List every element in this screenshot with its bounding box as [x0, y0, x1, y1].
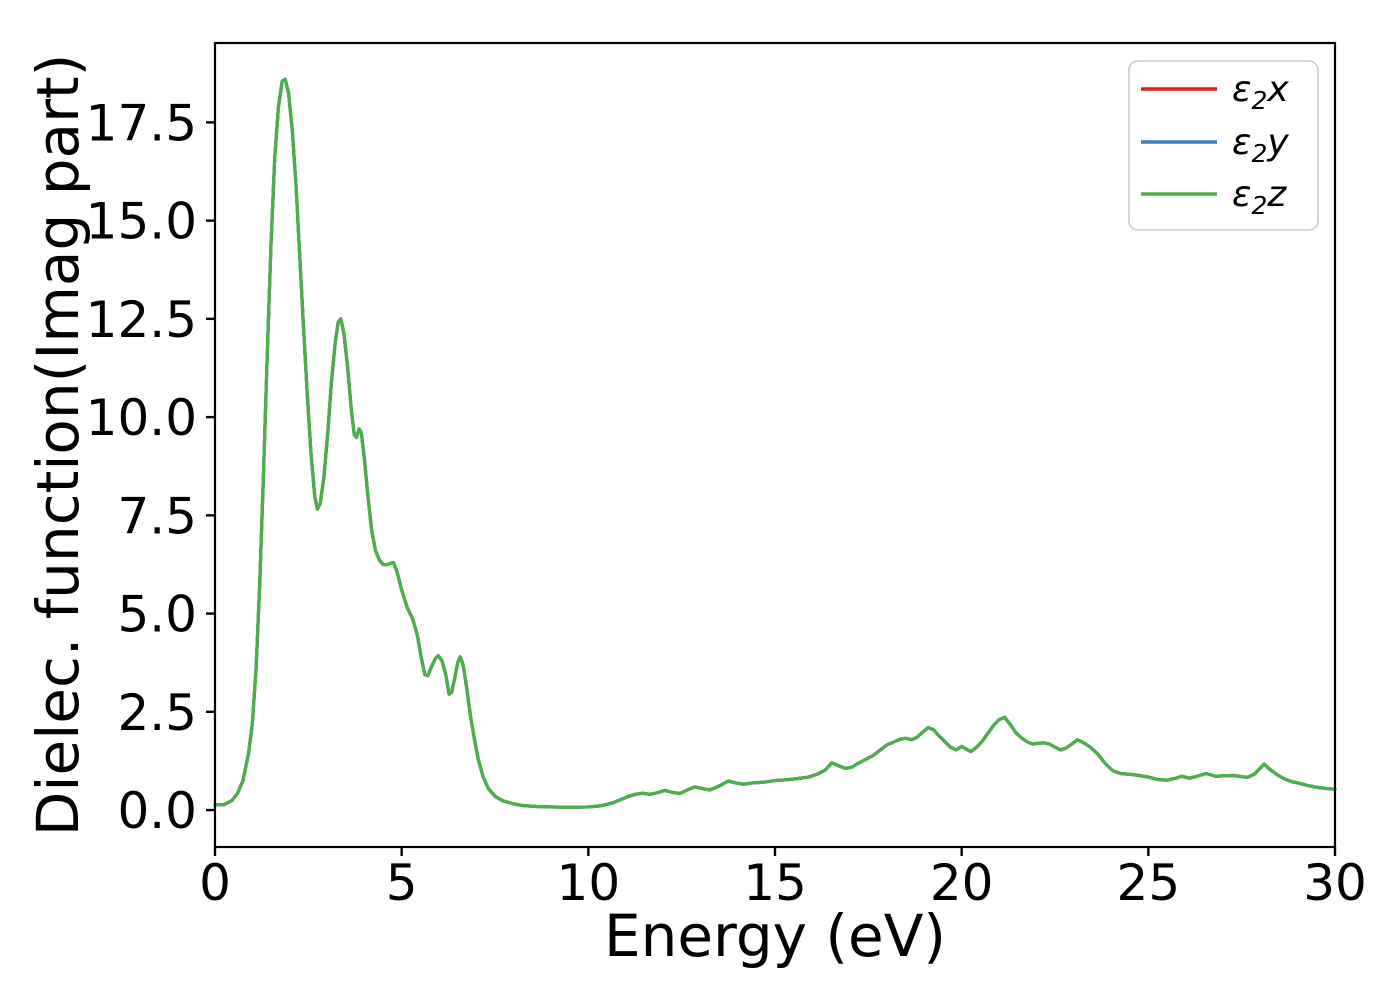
x-tick-label: 15 [743, 854, 807, 912]
x-tick-label: 5 [386, 854, 418, 912]
x-tick-label: 10 [557, 854, 621, 912]
legend: ε2x ε2y ε2z [1128, 60, 1319, 231]
legend-label-x: ε2x [1232, 69, 1289, 115]
y-tick-label: 15.0 [86, 193, 197, 251]
x-axis-label: Energy (eV) [604, 902, 946, 970]
y-tick-label: 0.0 [117, 782, 197, 840]
y-tick-label: 17.5 [86, 94, 197, 152]
legend-label-y: ε2y [1232, 122, 1289, 168]
y-tick-label: 10.0 [86, 389, 197, 447]
y-tick-label: 12.5 [86, 291, 197, 349]
y-axis-label: Dielec. function(Imag part) [24, 54, 92, 837]
curve-eps2z [213, 77, 1337, 809]
legend-label-z: ε2z [1232, 174, 1287, 220]
y-tick-label: 2.5 [117, 684, 197, 742]
x-tick-label: 25 [1117, 854, 1181, 912]
x-tick-label: 20 [930, 854, 994, 912]
y-tick-label: 7.5 [117, 487, 197, 545]
x-tick-label: 0 [199, 854, 231, 912]
x-tick-label: 30 [1303, 854, 1367, 912]
legend-box [1128, 60, 1319, 231]
y-tick-label: 5.0 [117, 586, 197, 644]
